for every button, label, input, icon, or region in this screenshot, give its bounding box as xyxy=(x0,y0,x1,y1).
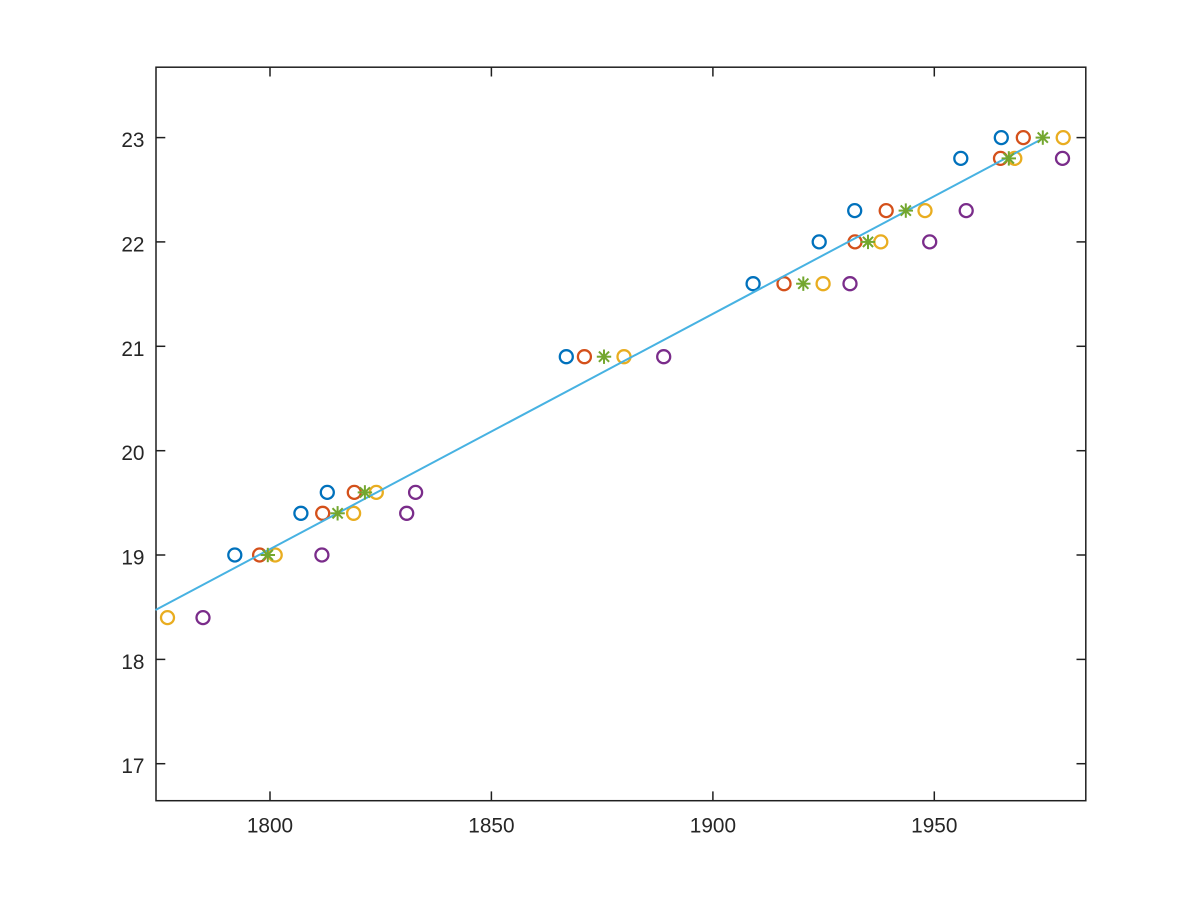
svg-text:23: 23 xyxy=(121,129,144,152)
svg-text:1850: 1850 xyxy=(468,815,514,838)
svg-text:1800: 1800 xyxy=(247,815,293,838)
svg-text:1950: 1950 xyxy=(911,815,957,838)
svg-text:22: 22 xyxy=(121,233,144,256)
svg-text:18: 18 xyxy=(121,651,144,674)
svg-text:20: 20 xyxy=(121,442,144,465)
svg-text:1900: 1900 xyxy=(690,815,736,838)
svg-text:17: 17 xyxy=(121,755,144,778)
svg-text:21: 21 xyxy=(121,338,144,361)
svg-text:19: 19 xyxy=(121,547,144,570)
